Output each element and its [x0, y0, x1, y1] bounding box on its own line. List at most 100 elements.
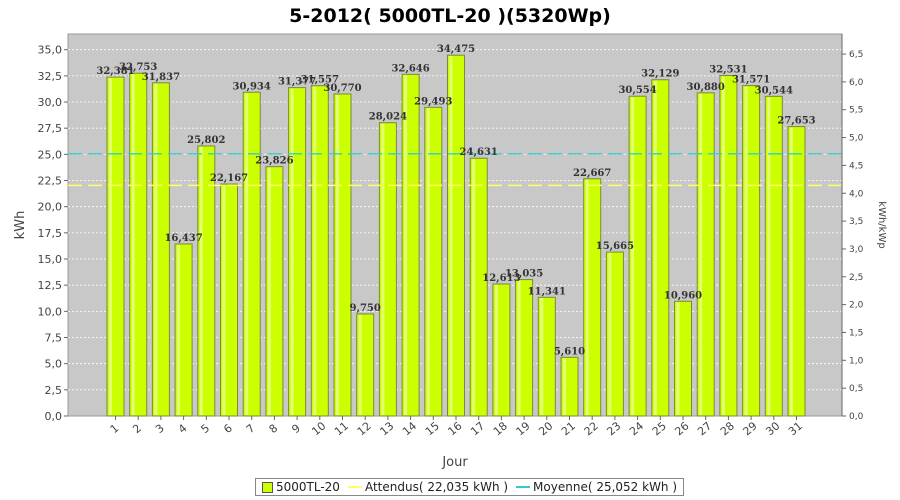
- bar-highlight: [699, 93, 703, 415]
- y-tick-label: 15,0: [38, 253, 63, 266]
- y-right-tick-label: 2,0: [849, 301, 864, 311]
- data-label: 16,437: [164, 233, 202, 244]
- legend-item-bars: 5000TL-20: [262, 480, 340, 494]
- x-tick-label: 31: [786, 419, 805, 438]
- x-tick-label: 5: [198, 422, 212, 436]
- data-label: 32,531: [709, 65, 747, 76]
- data-label: 30,770: [323, 83, 361, 94]
- x-tick-label: 29: [741, 419, 760, 438]
- bar-highlight: [472, 159, 476, 415]
- x-tick-label: 2: [130, 422, 144, 436]
- reference-lines: [68, 153, 842, 187]
- y-right-tick-label: 5,5: [849, 106, 863, 116]
- data-label: 31,557: [301, 75, 339, 86]
- bar-highlight: [222, 185, 226, 415]
- legend-moyenne-swatch: [516, 486, 531, 488]
- bar-highlight: [744, 86, 748, 416]
- bar-highlight: [585, 179, 589, 415]
- bar-highlight: [267, 167, 271, 415]
- x-tick-label: 8: [267, 422, 281, 436]
- x-tick-label: 16: [445, 419, 464, 438]
- bar-highlight: [290, 88, 294, 415]
- x-tick-label: 10: [309, 419, 328, 438]
- bar-highlight: [517, 280, 521, 415]
- bar-highlight: [563, 358, 566, 415]
- y-right-tick-label: 4,0: [849, 189, 864, 199]
- x-tick-label: 22: [582, 419, 601, 438]
- y-tick-label: 5,0: [45, 358, 63, 371]
- data-label: 23,826: [255, 156, 293, 167]
- x-tick-label: 9: [289, 422, 303, 436]
- bar-highlight: [790, 127, 793, 416]
- data-label: 11,341: [528, 286, 566, 297]
- data-label: 22,167: [210, 173, 248, 184]
- y-right-tick-label: 6,0: [849, 78, 864, 88]
- y-tick-label: 25,0: [38, 148, 63, 161]
- data-label: 13,035: [505, 269, 543, 280]
- x-tick-label: 15: [423, 419, 442, 438]
- x-tick-label: 13: [377, 419, 396, 438]
- bar-highlight: [631, 97, 635, 415]
- data-label: 32,381: [96, 66, 134, 77]
- data-label: 34,475: [437, 44, 475, 55]
- x-tick-label: 3: [153, 422, 167, 436]
- data-label: 30,934: [233, 81, 271, 92]
- bar-highlight: [381, 123, 385, 415]
- legend-moyenne-label: Moyenne( 25,052 kWh ): [533, 480, 678, 494]
- data-label: 5,610: [554, 346, 585, 357]
- y-right-tick-label: 3,0: [849, 245, 864, 255]
- bar-highlight: [494, 284, 498, 415]
- y-tick-label: 27,5: [38, 122, 63, 135]
- y-right-tick-label: 3,5: [849, 217, 863, 227]
- data-label: 9,750: [350, 303, 381, 314]
- data-label: 10,960: [664, 290, 702, 301]
- x-axis: 1 2 3 4 5 6 7 8 9 10 11 12 13 14 15 16 17 18 19 20 21 22 23 24 2…: [108, 416, 805, 438]
- bar-highlight: [199, 146, 203, 415]
- x-tick-label: 6: [221, 422, 235, 436]
- x-tick-label: 21: [559, 419, 578, 438]
- y-tick-label: 10,0: [38, 305, 63, 318]
- data-label: 27,653: [777, 116, 815, 127]
- x-tick-label: 26: [672, 419, 691, 438]
- bar-highlight: [336, 94, 339, 416]
- y-right-tick-label: 2,5: [849, 273, 863, 283]
- data-label: 28,024: [369, 112, 407, 123]
- data-label: 30,880: [687, 82, 725, 93]
- x-tick-label: 30: [763, 419, 782, 438]
- y-right-tick-label: 1,5: [849, 328, 863, 338]
- right-axis: 0,0 0,5 1,0 1,5 2,0 2,5 3,0 3,5 4,0 4,5 5,0 5,5 6,0 6…: [841, 34, 864, 422]
- y-axis-right-label: kWh/kWp: [876, 201, 887, 248]
- y-right-tick-label: 0,0: [849, 412, 864, 422]
- x-tick-label: 18: [491, 419, 510, 438]
- legend-item-attendus: Attendus( 22,035 kWh ): [347, 480, 508, 494]
- data-label: 30,544: [755, 85, 793, 96]
- bar-highlight: [721, 76, 725, 415]
- x-tick-label: 27: [695, 419, 714, 438]
- x-tick-label: 11: [332, 419, 351, 438]
- bar-highlight: [177, 244, 181, 415]
- y-tick-label: 20,0: [38, 201, 63, 214]
- bar-highlight: [131, 74, 135, 415]
- data-label: 32,646: [391, 63, 429, 74]
- x-tick-label: 20: [536, 419, 555, 438]
- legend-bar-swatch: [262, 481, 273, 493]
- y-tick-label: 30,0: [38, 96, 63, 109]
- data-label: 15,665: [596, 241, 634, 252]
- x-tick-label: 12: [355, 419, 374, 438]
- bar-highlight: [404, 75, 408, 415]
- y-tick-label: 35,0: [38, 44, 63, 57]
- y-tick-label: 17,5: [38, 227, 63, 240]
- bar-highlight: [676, 302, 680, 415]
- bar-highlight: [767, 97, 771, 415]
- legend-bar-label: 5000TL-20: [276, 480, 340, 494]
- data-label: 25,802: [187, 135, 225, 146]
- legend: 5000TL-20 Attendus( 22,035 kWh ) Moyenne…: [255, 478, 685, 496]
- bar-highlight: [608, 253, 612, 415]
- data-label: 32,753: [119, 62, 157, 73]
- y-right-tick-label: 1,0: [849, 356, 864, 366]
- left-axis: 0,0 2,5 5,0 7,5 10,0 12,5 15,0 17,5 20,0 22,5 25,0…: [38, 44, 68, 423]
- bar-highlight: [313, 86, 317, 416]
- x-tick-label: 14: [400, 419, 419, 438]
